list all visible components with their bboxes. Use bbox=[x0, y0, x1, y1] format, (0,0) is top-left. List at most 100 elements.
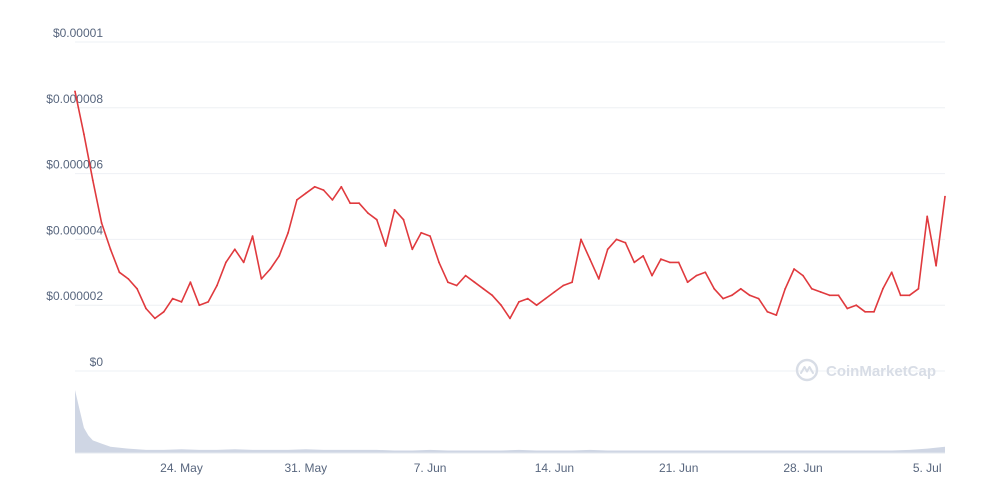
price-point bbox=[233, 248, 236, 251]
price-point bbox=[864, 310, 866, 313]
price-point bbox=[127, 278, 130, 280]
x-tick-label: 21. Jun bbox=[659, 461, 698, 475]
price-point bbox=[704, 271, 707, 274]
x-tick-label: 28. Jun bbox=[783, 461, 822, 475]
y-tick-label: $0.000002 bbox=[46, 289, 103, 303]
price-point bbox=[553, 291, 556, 293]
price-point bbox=[384, 245, 387, 247]
price-point bbox=[509, 317, 511, 320]
y-tick-label: $0 bbox=[90, 355, 104, 369]
price-point bbox=[91, 179, 94, 182]
price-point bbox=[615, 238, 618, 241]
price-point bbox=[162, 310, 165, 313]
price-point bbox=[606, 248, 609, 251]
price-point bbox=[757, 297, 760, 300]
price-point bbox=[349, 202, 352, 205]
price-point bbox=[393, 208, 396, 211]
price-point bbox=[278, 255, 281, 257]
x-tick-label: 7. Jun bbox=[414, 461, 447, 475]
price-point bbox=[500, 304, 502, 307]
price-point bbox=[775, 314, 778, 316]
coinmarketcap-logo-icon bbox=[795, 358, 819, 382]
price-point bbox=[810, 287, 813, 290]
price-point bbox=[198, 304, 201, 307]
price-point bbox=[83, 133, 85, 136]
price-point bbox=[571, 281, 573, 284]
price-point bbox=[935, 264, 937, 267]
price-point bbox=[793, 268, 795, 270]
price-point bbox=[526, 297, 529, 300]
price-point bbox=[624, 241, 627, 244]
price-point bbox=[926, 215, 929, 218]
price-series bbox=[74, 90, 946, 320]
price-point bbox=[677, 261, 680, 264]
price-point bbox=[455, 284, 458, 287]
price-point bbox=[580, 238, 582, 241]
price-point bbox=[269, 268, 272, 270]
price-point bbox=[819, 291, 822, 293]
price-point bbox=[118, 271, 121, 274]
price-point bbox=[731, 294, 733, 297]
volume-area bbox=[75, 390, 945, 454]
price-point bbox=[651, 274, 653, 277]
y-tick-label: $0.000008 bbox=[46, 92, 103, 106]
price-point bbox=[145, 307, 147, 310]
price-point bbox=[766, 310, 769, 313]
x-tick-label: 31. May bbox=[284, 461, 327, 475]
price-point bbox=[154, 317, 156, 320]
price-point bbox=[784, 287, 787, 290]
price-point bbox=[136, 287, 139, 290]
price-point bbox=[287, 231, 289, 234]
watermark-text: CoinMarketCap bbox=[826, 363, 936, 380]
price-point bbox=[944, 195, 946, 198]
price-point bbox=[837, 294, 840, 297]
price-point bbox=[695, 274, 698, 277]
price-point bbox=[597, 278, 600, 280]
price-point bbox=[242, 261, 245, 264]
watermark: CoinMarketCap bbox=[795, 358, 936, 382]
price-point bbox=[882, 287, 884, 290]
price-point bbox=[544, 297, 547, 300]
price-point bbox=[491, 294, 494, 297]
price-point bbox=[251, 235, 254, 238]
price-point bbox=[660, 258, 662, 260]
price-line bbox=[74, 91, 946, 320]
price-point bbox=[260, 278, 263, 280]
price-point bbox=[846, 307, 849, 310]
price-point bbox=[189, 281, 192, 284]
y-axis-labels: $0 $0.000002 $0.000004 $0.000006 $0.000008 $0… bbox=[46, 26, 103, 369]
price-point bbox=[402, 218, 405, 221]
price-point bbox=[420, 231, 423, 234]
price-point bbox=[535, 304, 538, 307]
price-point bbox=[739, 287, 742, 290]
price-point bbox=[713, 287, 716, 290]
price-point bbox=[562, 284, 565, 287]
price-point bbox=[171, 297, 174, 300]
price-point bbox=[438, 261, 440, 264]
price-point bbox=[873, 310, 875, 313]
price-point bbox=[855, 304, 858, 307]
price-point bbox=[358, 202, 360, 205]
price-point bbox=[429, 235, 431, 238]
price-point bbox=[304, 192, 307, 195]
price-point bbox=[642, 255, 645, 257]
price-point bbox=[331, 199, 334, 201]
price-point bbox=[686, 281, 689, 284]
price-point bbox=[367, 212, 369, 215]
price-point bbox=[748, 294, 751, 297]
price-point bbox=[908, 294, 911, 297]
price-point bbox=[518, 301, 520, 303]
price-point bbox=[899, 294, 902, 297]
price-point bbox=[411, 248, 414, 251]
price-point bbox=[802, 274, 804, 277]
price-point bbox=[375, 218, 378, 221]
price-point bbox=[109, 248, 112, 251]
price-point bbox=[633, 261, 636, 264]
price-point bbox=[100, 222, 103, 224]
y-tick-label: $0.000006 bbox=[46, 158, 103, 172]
price-point bbox=[482, 287, 485, 290]
price-point bbox=[313, 185, 316, 188]
x-tick-label: 24. May bbox=[160, 461, 203, 475]
price-point bbox=[447, 281, 449, 284]
